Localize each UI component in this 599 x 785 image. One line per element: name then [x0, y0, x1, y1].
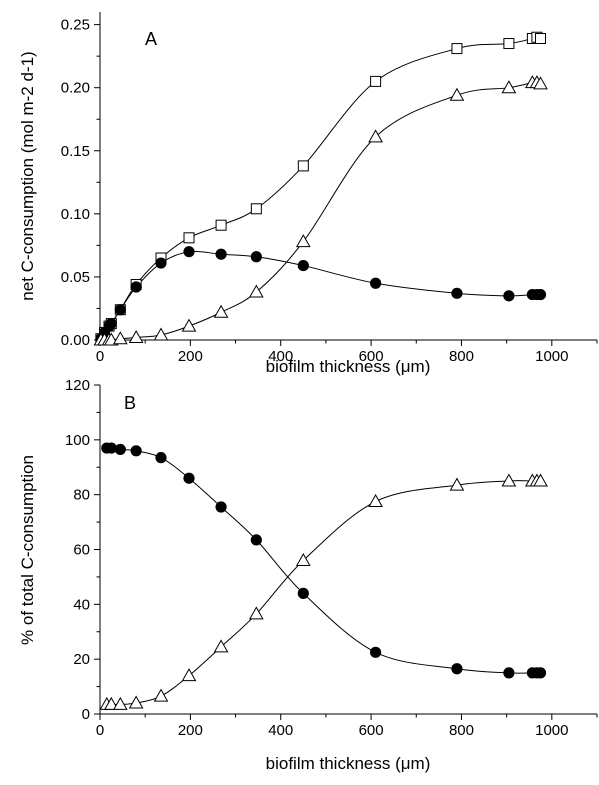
panel-b-y-tick-label: 60 [73, 542, 90, 559]
panel-a-x-tick-label: 0 [96, 348, 104, 365]
panel-b-series-1-point [503, 667, 515, 679]
panel-a-series-1-point [503, 38, 515, 50]
panel-a-series-2-point [250, 251, 262, 263]
panel-a-series-2-point [155, 257, 167, 269]
panel-b-series-2-point [128, 695, 144, 709]
panel-b-series-1-point [370, 646, 382, 658]
panel-b-series-2-point [449, 477, 465, 491]
panel-a-series-3-point [112, 331, 128, 345]
panel-a-series-3-line [100, 81, 541, 341]
panel-a-series-2-point [215, 248, 227, 260]
panel-b-series-1-point [297, 587, 309, 599]
panel-a-x-ticks: 0 200 400 600 800 1000 [96, 340, 598, 365]
panel-a-series-1-point [535, 32, 547, 44]
panel-a-series-1-point [183, 232, 195, 244]
panel-b-series-2-point [501, 473, 517, 487]
panel-b-y-tick-label: 80 [73, 487, 90, 504]
panel-a-series-3-point [153, 327, 169, 341]
panel-a-y-axis-label: net C-consumption (mol m-2 d-1) [18, 51, 37, 300]
panel-b-series-1-point [114, 443, 126, 456]
panel-b-series-1-point [215, 501, 227, 513]
panel-a-series-1-point [215, 219, 227, 231]
panel-a-series-3-point [181, 318, 197, 332]
panel-b: 0 200 400 600 800 1000 0 20 40 60 80 100 120 B biof… [18, 377, 598, 773]
panel-a-series-2-point [370, 277, 382, 289]
panel-b-series-2-point [153, 688, 169, 702]
panel-b-y-tick-label: 40 [73, 596, 90, 613]
panel-b-y-tick-label: 20 [73, 651, 90, 668]
panel-a-y-tick-label: 0.20 [61, 80, 90, 97]
panel-b-series-1-point [183, 472, 195, 484]
panel-a-series-2-line [100, 250, 541, 339]
panel-a-y-tick-label: 0.15 [61, 143, 90, 160]
panel-a-series-2-point [105, 317, 117, 330]
panel-a-y-tick-label: 0.10 [61, 206, 90, 223]
panel-b-series-2-point [181, 668, 197, 682]
panel-a-series-2-point [130, 281, 142, 293]
panel-b-series-2-point [248, 606, 264, 620]
panel-a-series-1-point [451, 43, 463, 55]
panel-b-x-ticks: 0 200 400 600 800 1000 [96, 714, 598, 739]
panel-b-y-axis-label: % of total C-consumption [18, 455, 37, 645]
panel-b-x-tick-label: 800 [449, 722, 474, 739]
panel-b-series-1-line [106, 447, 541, 674]
panel-a-y-tick-label: 0.00 [61, 332, 90, 349]
panel-b-y-tick-label: 120 [65, 377, 90, 394]
panel-b-series-2-point [112, 696, 128, 710]
panel-a-series-2-point [451, 287, 463, 299]
panel-b-series-2-line [106, 480, 541, 706]
panel-a-series-3-point [501, 80, 517, 94]
panel-a-series-3-point [368, 129, 383, 143]
panel-b-series-2-point [103, 696, 119, 710]
panel-b-x-axis-label: biofilm thickness (μm) [266, 754, 431, 773]
panel-a-series-3-point [449, 87, 465, 101]
panel-a-y-tick-label: 0.05 [61, 269, 90, 286]
panel-b-y-ticks: 0 20 40 60 80 100 120 [65, 377, 100, 723]
panel-a-x-tick-label: 600 [359, 348, 384, 365]
panel-a-y-tick-label: 0.25 [61, 17, 90, 34]
panel-a-series-1-point [250, 203, 262, 215]
panel-a-series-2-point [114, 304, 126, 316]
panel-b-series-1-point [534, 667, 547, 679]
panel-b-series-1-point [155, 452, 167, 464]
panel-b-series-1-point [451, 663, 463, 675]
panel-b-series [99, 442, 548, 710]
panel-b-y-tick-label: 0 [82, 706, 90, 723]
panel-b-series-2-point [213, 639, 229, 653]
panel-b-x-tick-label: 0 [96, 722, 104, 739]
panel-b-series-1-point [130, 445, 142, 457]
panel-b-y-tick-label: 100 [65, 432, 90, 449]
panel-b-series-2-point [295, 552, 311, 566]
panel-a-series-2-point [503, 290, 515, 302]
panel-a-series-2-point [297, 259, 309, 272]
panel-a-x-tick-label: 200 [178, 348, 203, 365]
panel-b-x-tick-label: 600 [359, 722, 384, 739]
panel-a-y-ticks: 0.00 0.05 0.10 0.15 0.20 0.25 [61, 17, 100, 349]
panel-a-series-2-point [534, 288, 547, 301]
panel-a-series-3-point [213, 304, 229, 318]
panel-b-label: B [124, 393, 136, 413]
panel-a-series-1-point [297, 160, 309, 172]
panel-a-series [93, 31, 548, 346]
panel-b-series-1-point [250, 534, 262, 546]
panel-a-series-3-point [248, 284, 264, 298]
panel-b-x-tick-label: 1000 [535, 722, 568, 739]
panel-a-series-1-point [370, 75, 382, 87]
panel-a-x-tick-label: 400 [268, 348, 293, 365]
panel-a-label: A [145, 29, 157, 49]
panel-a-series-3-point [533, 76, 548, 90]
panel-a-series-1-line [100, 36, 541, 339]
panel-b-x-tick-label: 200 [178, 722, 203, 739]
panel-b-series-2-point [368, 494, 383, 508]
panel-a-x-tick-label: 1000 [535, 348, 568, 365]
panel-a-x-axis-label: biofilm thickness (μm) [266, 357, 431, 376]
panel-a-series-2-point [183, 246, 195, 258]
panel-a-series-3-point [295, 234, 311, 248]
panel-b-x-tick-label: 400 [268, 722, 293, 739]
panel-a-x-tick-label: 800 [449, 348, 474, 365]
panel-b-series-2-point [533, 473, 548, 487]
panel-a: 0 200 400 600 800 1000 0.000.050.100.150.200.… [18, 12, 598, 376]
panel-a-series-3-point [128, 329, 144, 343]
